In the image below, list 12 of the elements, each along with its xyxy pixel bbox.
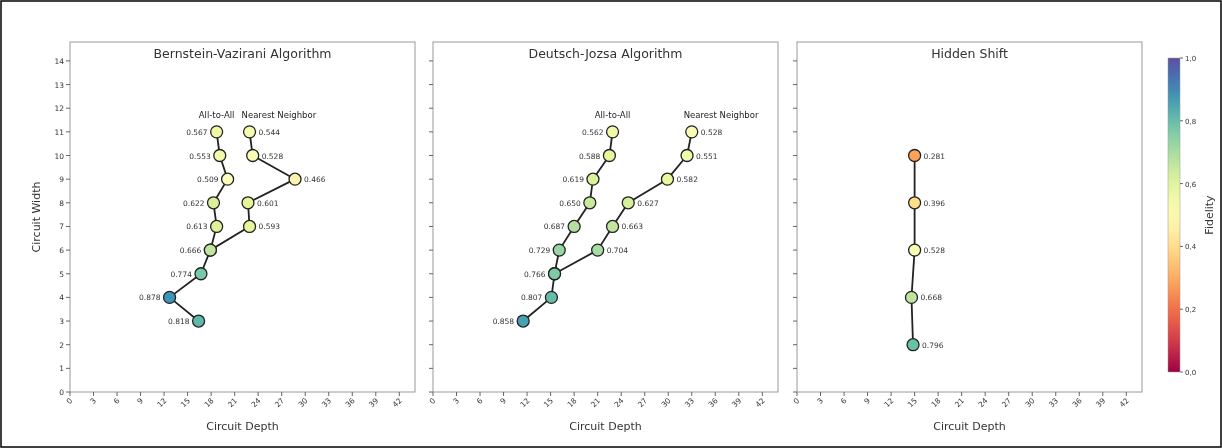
y-axis-title: Circuit Width <box>30 181 43 253</box>
series-label: All-to-All <box>198 109 235 120</box>
chart-title: Deutsch-Jozsa Algorithm <box>528 46 683 61</box>
series-label: Nearest Neighbor <box>683 109 759 120</box>
color-bar-title: Fidelity <box>1203 194 1216 235</box>
chart-title: Hidden Shift <box>931 46 1008 61</box>
x-axis-title: Circuit Depth <box>206 420 279 433</box>
x-axis-title: Circuit Depth <box>933 420 1006 433</box>
series-label: Nearest Neighbor <box>241 109 317 120</box>
x-axis-title: Circuit Depth <box>569 420 642 433</box>
series-label: All-to-All <box>594 109 631 120</box>
chart-title: Bernstein-Vazirani Algorithm <box>153 46 332 61</box>
